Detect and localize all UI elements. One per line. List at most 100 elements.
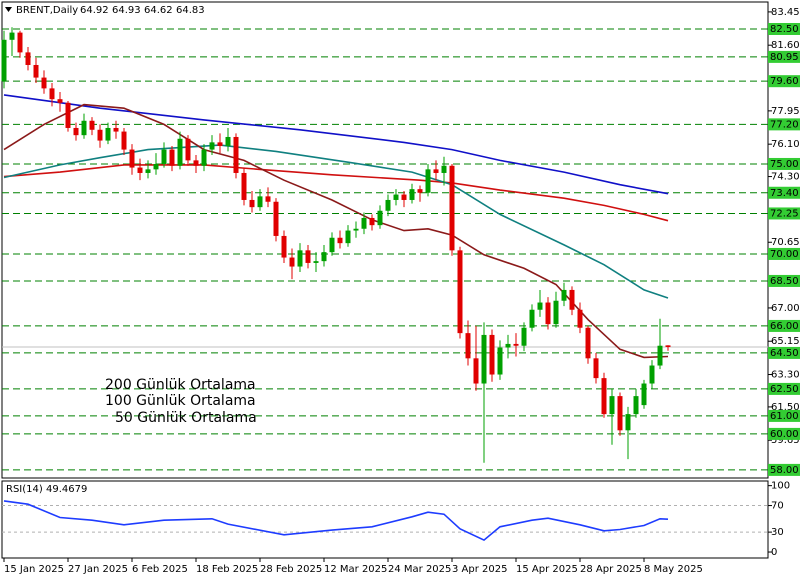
- candle-body: [601, 378, 607, 415]
- candle-body: [209, 142, 215, 150]
- candle-body: [353, 228, 359, 231]
- candle-body: [545, 302, 551, 325]
- candle-body: [505, 343, 511, 348]
- candle-body: [57, 99, 63, 103]
- line: [3, 500, 669, 542]
- candle-body: [409, 189, 415, 200]
- candle-body: [33, 64, 39, 78]
- x-tick-label: 12 Mar 2025: [324, 564, 387, 575]
- candle-body: [25, 52, 31, 65]
- y-tick-label: 77.95: [771, 106, 800, 117]
- y-tick-label: 59.65: [771, 435, 800, 446]
- candle-body: [473, 358, 479, 384]
- candle-body: [417, 189, 423, 193]
- candle-body: [361, 217, 367, 229]
- level-label: 72.25: [770, 208, 799, 219]
- candle-body: [497, 347, 503, 375]
- rsi-title: RSI(14): [6, 484, 43, 495]
- candle-body: [649, 365, 655, 384]
- x-tick-label: 6 Feb 2025: [132, 564, 188, 575]
- level-label: 77.20: [770, 119, 799, 130]
- candle-body: [49, 88, 55, 100]
- level-label-box: [768, 157, 800, 170]
- candle-body: [65, 102, 71, 128]
- candle-body: [145, 169, 151, 173]
- candle-body: [489, 334, 495, 375]
- rsi-frame: [1, 480, 769, 559]
- candle-body: [385, 199, 391, 211]
- level-label: 62.50: [770, 384, 799, 395]
- x-tick-label: 8 May 2025: [644, 564, 703, 575]
- candle-body: [617, 396, 623, 431]
- candle-body: [441, 165, 447, 173]
- level-label-box: [768, 75, 800, 88]
- level-label: 73.40: [770, 188, 799, 199]
- candle-body: [513, 343, 519, 346]
- level-label-box: [768, 118, 800, 131]
- y-tick-label: 0: [771, 547, 777, 558]
- chart-title: BRENT,Daily: [16, 5, 78, 16]
- candle-body: [521, 327, 527, 346]
- candle-body: [297, 250, 303, 267]
- candle-body: [41, 77, 47, 89]
- y-tick-label: 74.30: [771, 172, 800, 183]
- candle-body: [265, 196, 271, 202]
- menu-arrow[interactable]: [5, 7, 12, 12]
- candle-body: [457, 250, 463, 334]
- candle-body: [1, 39, 7, 82]
- level-label-box: [768, 427, 800, 440]
- x-tick-label: 18 Feb 2025: [196, 564, 258, 575]
- candle-body: [529, 309, 535, 328]
- line: [3, 144, 669, 299]
- level-label: 80.95: [770, 52, 799, 63]
- level-label-box: [768, 50, 800, 63]
- candle-body: [561, 289, 567, 301]
- candle-body: [177, 138, 183, 166]
- candle-body: [345, 230, 351, 244]
- level-label: 68.50: [770, 276, 799, 287]
- candle-body: [401, 194, 407, 200]
- candle-body: [625, 414, 631, 431]
- candle-body: [289, 257, 295, 267]
- candle-body: [257, 196, 263, 208]
- x-tick-label: 27 Jan 2025: [68, 564, 128, 575]
- candle-body: [377, 210, 383, 226]
- level-label: 60.00: [770, 429, 799, 440]
- candle-body: [553, 300, 559, 325]
- candle-body: [329, 237, 335, 253]
- candle-body: [129, 149, 135, 168]
- level-label-box: [768, 382, 800, 395]
- candle-body: [81, 120, 87, 136]
- x-tick-label: 24 Mar 2025: [388, 564, 451, 575]
- y-tick-label: 81.60: [771, 40, 800, 51]
- level-label: 79.60: [770, 76, 799, 87]
- candle-body: [273, 201, 279, 236]
- ohlc-close: 64.83: [176, 5, 205, 16]
- x-tick-label: 28 Feb 2025: [260, 564, 322, 575]
- level-label: 82.50: [770, 24, 799, 35]
- candle-body: [121, 131, 127, 150]
- candle-body: [321, 252, 327, 262]
- level-label-box: [768, 247, 800, 260]
- candle-body: [393, 194, 399, 200]
- y-tick-label: 83.45: [771, 7, 800, 18]
- level-label: 64.50: [770, 348, 799, 359]
- candle-body: [161, 149, 167, 164]
- y-tick-label: 61.50: [771, 402, 800, 413]
- candle-body: [17, 32, 23, 53]
- level-label-box: [768, 346, 800, 359]
- candle-body: [593, 358, 599, 379]
- level-label-box: [768, 186, 800, 199]
- ohlc-high: 64.93: [112, 5, 141, 16]
- level-label: 75.00: [770, 159, 799, 170]
- x-tick-label: 15 Apr 2025: [516, 564, 578, 575]
- candle-body: [481, 334, 487, 384]
- line: [3, 94, 669, 195]
- candle-body: [9, 32, 15, 40]
- x-tick-label: 15 Jan 2025: [4, 564, 64, 575]
- price-frame: [1, 1, 769, 479]
- y-tick-label: 100: [771, 481, 790, 492]
- x-tick-label: 28 Apr 2025: [580, 564, 642, 575]
